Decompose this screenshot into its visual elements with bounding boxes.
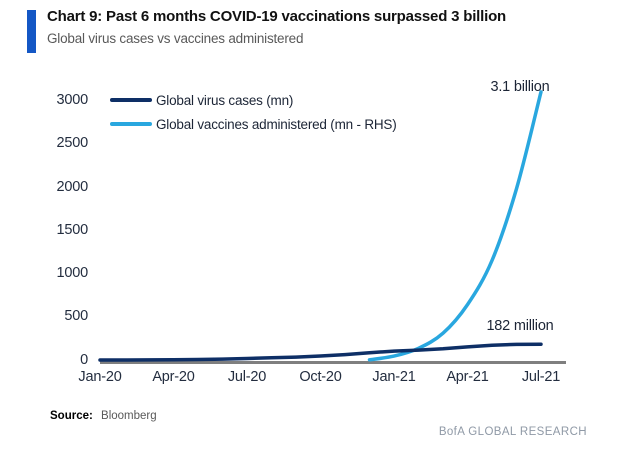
legend-label: Global vaccines administered (mn - RHS) [156,116,397,132]
source-value: Bloomberg [101,410,157,422]
chart-subtitle: Global virus cases vs vaccines administe… [47,31,304,46]
legend-item-virus-cases: Global virus cases (mn) [110,88,397,112]
legend-item-vaccines: Global vaccines administered (mn - RHS) [110,112,397,136]
x-tick-label: Jan-21 [372,369,416,385]
brand-watermark: BofA GLOBAL RESEARCH [438,426,587,438]
vaccines-endpoint-label: 3.1 billion [490,79,550,95]
legend: Global virus cases (mn) Global vaccines … [110,88,397,136]
x-tick-label: Apr-20 [152,369,195,385]
y-tick-label: 2500 [56,135,89,152]
vaccines-line-swatch [110,122,152,126]
y-tick-label: 0 [80,351,88,368]
source-line: Source: Bloomberg [50,410,157,422]
x-tick-label: Apr-21 [446,369,489,385]
y-tick-label: 2000 [56,178,89,195]
cases-endpoint-label: 182 million [486,318,554,334]
accent-bar [27,10,36,53]
series-vaccines-line [367,90,543,362]
y-tick-label: 1500 [56,221,89,238]
y-tick-label: 3000 [56,92,89,108]
y-tick-label: 1000 [56,265,89,281]
series-virus-cases-line [98,342,543,362]
virus-cases-line-swatch [110,98,152,102]
x-tick-label: Jul-21 [521,369,561,385]
legend-label: Global virus cases (mn) [156,92,294,108]
x-tick-label: Oct-20 [299,369,342,385]
source-label: Source: [50,410,93,422]
x-tick-label: Jul-20 [227,369,267,385]
chart-title: Chart 9: Past 6 months COVID-19 vaccinat… [47,8,506,25]
y-tick-label: 500 [64,308,88,325]
x-tick-label: Jan-20 [78,369,122,385]
